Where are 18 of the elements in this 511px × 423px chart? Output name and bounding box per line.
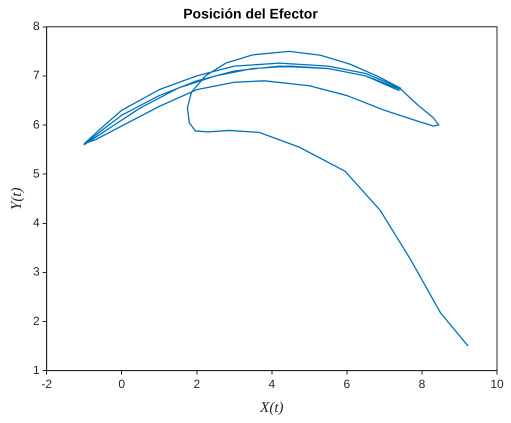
x-tick-label: 8 (418, 377, 426, 392)
y-tick-label: 4 (32, 216, 40, 230)
y-tick-label: 5 (32, 166, 40, 180)
x-tick-label: 6 (344, 377, 351, 392)
x-axis-title: X(t) (259, 400, 284, 416)
x-tick-label: 0 (118, 377, 126, 392)
x-tick-label: 2 (193, 377, 200, 392)
y-tick-label: 2 (32, 314, 40, 328)
y-tick-label: 3 (32, 264, 40, 279)
y-tick-label: 1 (32, 362, 40, 377)
y-tick-label: 8 (32, 19, 40, 34)
x-tick-label: 4 (268, 377, 276, 392)
x-tick-label: -2 (41, 377, 52, 392)
chart-title: Posición del Efector (183, 5, 318, 22)
y-tick-label: 6 (32, 117, 40, 132)
x-tick-label: 10 (490, 377, 504, 392)
y-axis-title: Y(t) (8, 187, 25, 210)
y-tick-label: 7 (32, 68, 40, 82)
